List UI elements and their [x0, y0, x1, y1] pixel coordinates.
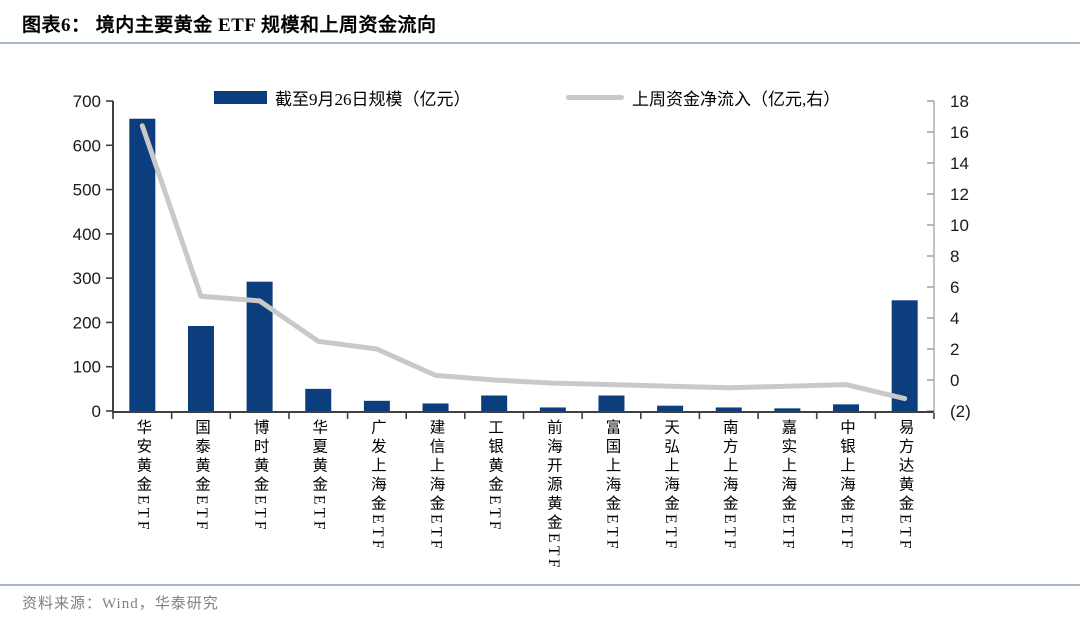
right-axis-tick-label: 14: [950, 154, 969, 173]
x-axis-category-label: 工银黄金ETF: [486, 419, 504, 534]
bar: [657, 405, 684, 412]
left-axis-tick-label: 0: [92, 402, 101, 421]
figure-title: 图表6： 境内主要黄金 ETF 规模和上周资金流向: [22, 15, 437, 36]
x-axis-category-label: 南方上海金ETF: [720, 419, 738, 553]
right-axis-tick-label: 4: [950, 309, 959, 328]
left-axis-tick-label: 500: [73, 181, 101, 200]
right-axis-tick-label: 6: [950, 278, 959, 297]
source-note: 资料来源：Wind，华泰研究: [22, 596, 219, 612]
title-divider: [0, 42, 1080, 44]
bar: [774, 408, 801, 412]
footer-divider: [0, 584, 1080, 586]
flow-line: [139, 123, 908, 402]
right-axis-tick-label: 12: [950, 185, 969, 204]
right-axis-tick-label: 0: [950, 371, 959, 390]
x-axis-category-label: 中银上海金ETF: [838, 419, 856, 553]
right-axis-tick-label: 16: [950, 123, 969, 142]
bar: [187, 325, 214, 412]
bar: [305, 388, 332, 412]
right-axis-tick-label: (2): [950, 402, 971, 421]
bar: [891, 300, 918, 412]
x-axis-category-label: 天弘上海金ETF: [662, 419, 680, 553]
left-axis-tick-label: 600: [73, 136, 101, 155]
left-axis-tick-label: 200: [73, 313, 101, 332]
right-axis-tick-label: 10: [950, 216, 969, 235]
x-axis-category-label: 建信上海金ETF: [427, 419, 445, 553]
bar: [422, 403, 449, 412]
x-axis-category-label: 富国上海金ETF: [603, 419, 621, 553]
left-axis-tick-label: 400: [73, 225, 101, 244]
bar: [598, 395, 625, 412]
bar: [129, 118, 156, 412]
left-axis-tick-label: 300: [73, 269, 101, 288]
right-axis-tick-label: 2: [950, 340, 959, 359]
x-axis-category-label: 易方达黄金ETF: [896, 419, 914, 553]
bar: [715, 407, 742, 412]
x-axis-category-label: 华夏黄金ETF: [310, 419, 328, 534]
bar: [481, 395, 508, 412]
x-axis-category-label: 嘉实上海金ETF: [779, 419, 797, 553]
right-axis-tick-label: 8: [950, 247, 959, 266]
x-axis-category-label: 华安黄金ETF: [134, 419, 152, 534]
left-axis-tick-label: 100: [73, 358, 101, 377]
bar: [363, 400, 390, 412]
right-axis-tick-label: 18: [950, 92, 969, 111]
left-axis-tick-label: 700: [73, 92, 101, 111]
x-axis-category-label: 广发上海金ETF: [368, 419, 386, 553]
bar: [833, 404, 860, 412]
x-axis-category-label: 前海开源黄金ETF: [544, 419, 562, 572]
x-axis-category-label: 国泰黄金ETF: [192, 419, 210, 534]
bar: [539, 407, 566, 412]
x-axis-category-label: 博时黄金ETF: [251, 419, 269, 534]
